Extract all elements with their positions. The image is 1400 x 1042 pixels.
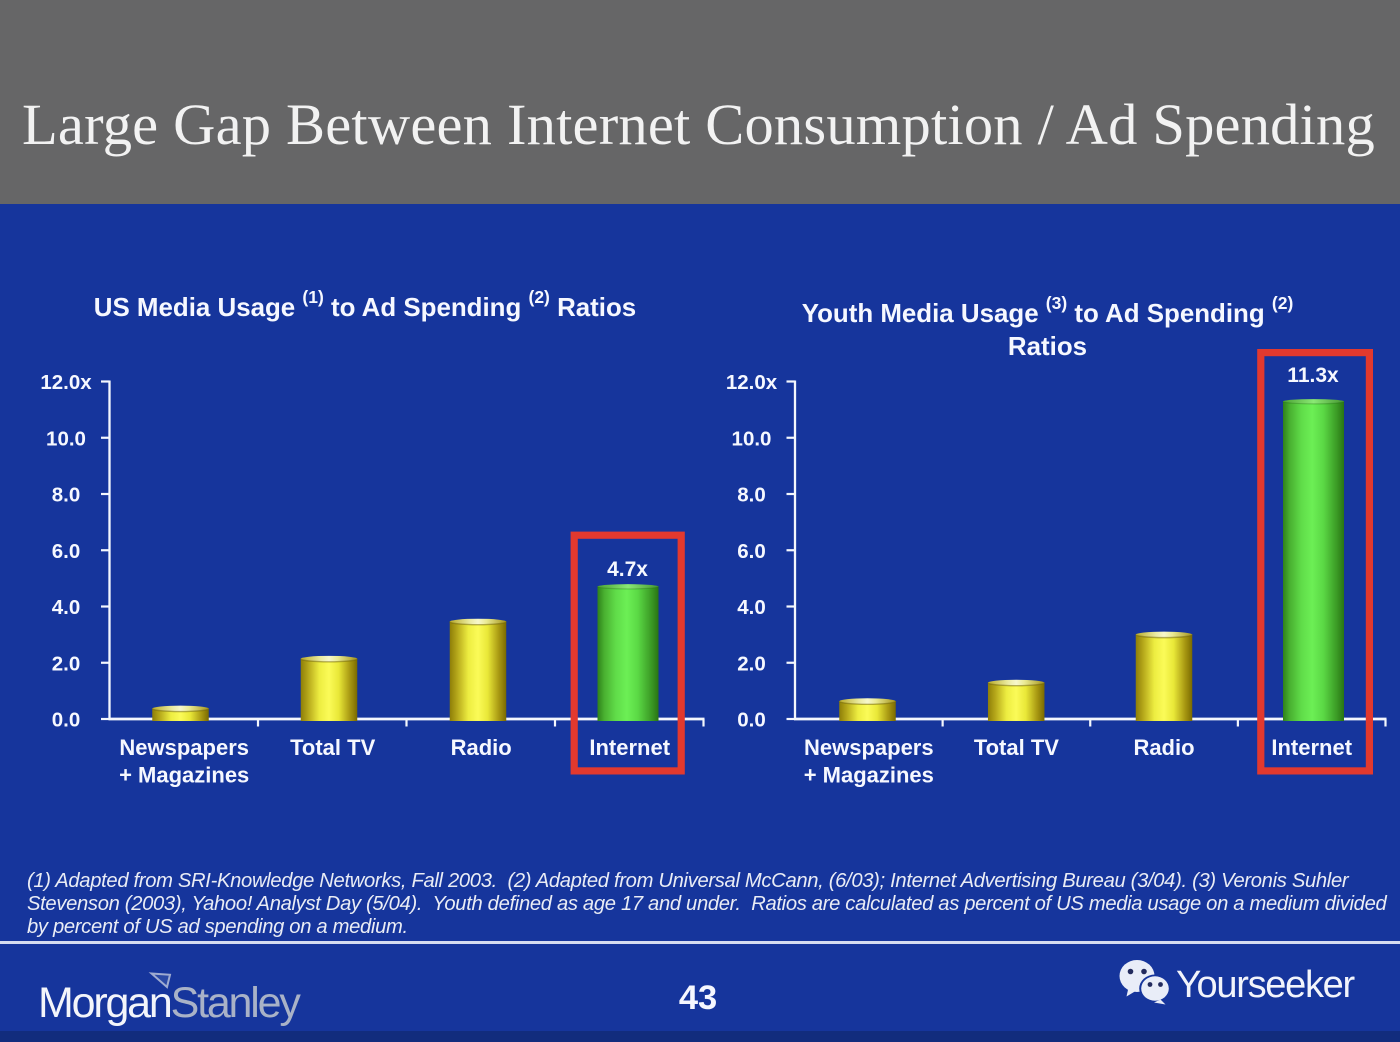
svg-text:Youth Media Usage (3) to Ad Sp: Youth Media Usage (3) to Ad Spending (2) — [802, 293, 1294, 328]
svg-text:10.0: 10.0 — [732, 427, 772, 450]
svg-text:2.0: 2.0 — [52, 652, 81, 675]
svg-text:Total TV: Total TV — [974, 735, 1059, 760]
svg-text:4.7x: 4.7x — [607, 558, 648, 581]
svg-text:10.0: 10.0 — [46, 427, 86, 450]
svg-text:Internet: Internet — [1271, 735, 1352, 760]
svg-text:6.0: 6.0 — [52, 540, 81, 563]
svg-text:Newspapers: Newspapers — [804, 735, 934, 760]
svg-text:0.0: 0.0 — [737, 709, 766, 732]
svg-text:+ Magazines: + Magazines — [804, 763, 934, 788]
svg-text:6.0: 6.0 — [737, 540, 766, 563]
svg-text:2.0: 2.0 — [737, 652, 766, 675]
svg-text:Internet: Internet — [589, 735, 670, 760]
svg-text:0.0: 0.0 — [52, 709, 81, 732]
svg-text:12.0x: 12.0x — [40, 371, 92, 394]
svg-text:8.0: 8.0 — [52, 484, 81, 507]
svg-text:12.0x: 12.0x — [726, 371, 778, 394]
svg-text:Ratios: Ratios — [1008, 333, 1087, 361]
svg-text:Radio: Radio — [451, 735, 512, 760]
svg-text:4.0: 4.0 — [737, 596, 766, 619]
svg-text:Total TV: Total TV — [290, 735, 375, 760]
svg-text:11.3x: 11.3x — [1287, 364, 1339, 387]
svg-text:Newspapers: Newspapers — [119, 735, 249, 760]
svg-text:Radio: Radio — [1133, 735, 1194, 760]
svg-text:+ Magazines: + Magazines — [119, 763, 249, 788]
svg-text:8.0: 8.0 — [737, 484, 766, 507]
svg-text:US Media Usage (1) to Ad Spend: US Media Usage (1) to Ad Spending (2) Ra… — [94, 287, 636, 322]
svg-text:4.0: 4.0 — [52, 596, 81, 619]
